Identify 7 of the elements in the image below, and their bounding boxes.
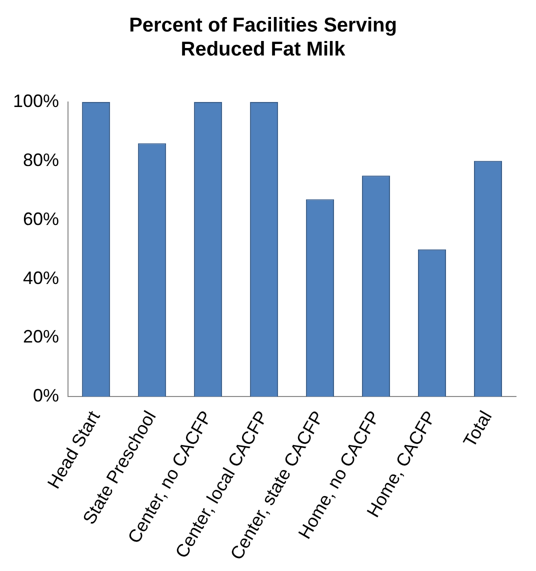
y-tick-label: 80% <box>23 150 60 170</box>
y-tick-label: 60% <box>23 208 60 229</box>
y-tick-label: 0% <box>33 386 60 406</box>
y-tick-label: 20% <box>23 326 60 347</box>
y-tick-label: 100% <box>12 90 60 111</box>
y-tick-label: 40% <box>23 268 60 288</box>
chart-title: Percent of Facilities Serving Reduced Fat Milk <box>129 14 397 61</box>
